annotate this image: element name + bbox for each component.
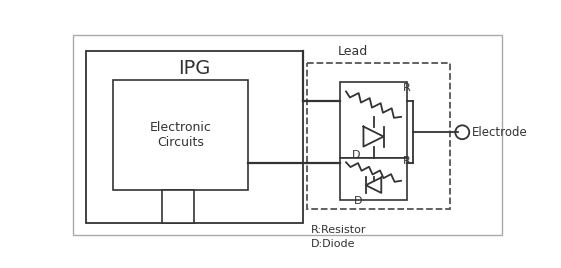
Bar [340, 158, 407, 200]
Text: Electronic
Circuits: Electronic Circuits [150, 121, 211, 149]
Text: D: D [354, 196, 362, 206]
Text: R:Resistor
D:Diode: R:Resistor D:Diode [310, 225, 366, 249]
Bar [113, 80, 249, 190]
Text: R: R [403, 156, 411, 166]
Text: IPG: IPG [178, 59, 210, 78]
Text: Lead: Lead [338, 45, 368, 58]
Circle shape [456, 125, 469, 139]
Bar [306, 63, 450, 209]
Bar [86, 51, 302, 223]
Bar [340, 82, 407, 158]
Text: D: D [351, 150, 360, 160]
Bar [162, 190, 194, 223]
Text: R: R [403, 83, 411, 93]
Text: Electrode: Electrode [472, 126, 528, 139]
